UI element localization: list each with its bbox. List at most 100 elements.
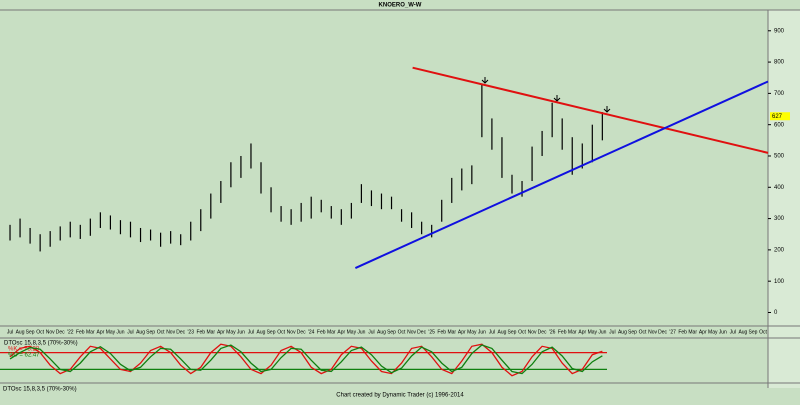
- x-tick-label: Nov: [648, 329, 657, 335]
- x-tick-label: Mar: [688, 329, 697, 335]
- x-tick-label: Jul: [609, 329, 615, 335]
- x-tick-label: Feb: [558, 329, 567, 335]
- x-tick-label: Dec: [176, 329, 185, 335]
- x-tick-label: Mar: [86, 329, 95, 335]
- y-tick-label: 600: [774, 122, 785, 128]
- arrow: [553, 95, 561, 102]
- x-tick-label: Jul: [127, 329, 133, 335]
- x-tick-label: Oct: [36, 329, 44, 335]
- x-tick-label: Jun: [719, 329, 727, 335]
- x-tick-label: Nov: [166, 329, 175, 335]
- x-tick-label: Feb: [196, 329, 205, 335]
- y-tick-label: 700: [774, 91, 785, 97]
- x-tick-label: Dec: [417, 329, 426, 335]
- x-tick-label: Aug: [738, 329, 747, 335]
- x-tick-label: Jul: [368, 329, 374, 335]
- trend-line: [354, 80, 769, 269]
- x-tick-label: Apr: [458, 329, 466, 335]
- x-tick-label: Sep: [146, 329, 155, 335]
- x-tick-label: Apr: [96, 329, 104, 335]
- x-tick-label: Jul: [7, 329, 13, 335]
- trend-line: [412, 66, 769, 154]
- x-tick-label: Feb: [437, 329, 446, 335]
- x-tick-label: '23: [187, 329, 194, 335]
- y-tick-label: 900: [774, 28, 785, 34]
- x-tick-label: Feb: [76, 329, 85, 335]
- x-tick-label: Mar: [568, 329, 577, 335]
- x-tick-label: Sep: [628, 329, 637, 335]
- osc-line: [9, 344, 603, 375]
- x-tick-label: Jun: [116, 329, 124, 335]
- x-tick-label: Apr: [217, 329, 225, 335]
- x-tick-label: Jun: [357, 329, 365, 335]
- x-tick-label: Mar: [327, 329, 336, 335]
- x-tick-label: Sep: [508, 329, 517, 335]
- x-tick-label: Dec: [56, 329, 65, 335]
- osc-line: [9, 343, 603, 377]
- y-tick-label: 500: [774, 154, 785, 160]
- arrow: [603, 106, 611, 113]
- x-tick-label: Feb: [678, 329, 687, 335]
- x-tick-label: Jun: [598, 329, 606, 335]
- x-tick-label: Sep: [748, 329, 757, 335]
- x-tick-label: Oct: [398, 329, 406, 335]
- panel-tab: DTOsc 15,8,3,5 (70%-30%): [3, 387, 77, 393]
- x-tick-label: '22: [67, 329, 74, 335]
- x-tick-label: May: [106, 329, 116, 335]
- x-tick-label: Jun: [478, 329, 486, 335]
- x-tick-label: Oct: [639, 329, 647, 335]
- x-tick-label: Apr: [337, 329, 345, 335]
- x-tick-label: Jul: [730, 329, 736, 335]
- x-tick-label: Jun: [237, 329, 245, 335]
- x-tick-label: Dec: [658, 329, 667, 335]
- x-tick-label: '26: [549, 329, 556, 335]
- x-tick-label: Apr: [699, 329, 707, 335]
- x-tick-label: '24: [308, 329, 315, 335]
- x-tick-label: Sep: [387, 329, 396, 335]
- y-tick-label: 300: [774, 216, 785, 222]
- x-tick-label: '25: [428, 329, 435, 335]
- x-tick-label: May: [588, 329, 598, 335]
- x-tick-label: Jul: [248, 329, 254, 335]
- y-tick-label: 200: [774, 247, 785, 253]
- y-tick-label: 0: [774, 310, 778, 316]
- x-tick-label: Feb: [317, 329, 326, 335]
- arrow: [481, 77, 489, 84]
- x-tick-label: Aug: [136, 329, 145, 335]
- x-tick-label: Nov: [528, 329, 537, 335]
- x-tick-label: Nov: [287, 329, 296, 335]
- axis-strip: [768, 10, 800, 388]
- x-tick-label: Nov: [407, 329, 416, 335]
- y-tick-label: 800: [774, 60, 785, 66]
- chart-title: KNOERO_W-W: [379, 3, 422, 9]
- x-tick-label: Sep: [267, 329, 276, 335]
- x-tick-label: Sep: [26, 329, 35, 335]
- x-tick-label: May: [467, 329, 477, 335]
- x-tick-label: Oct: [518, 329, 526, 335]
- y-tick-label: 100: [774, 279, 785, 285]
- x-tick-label: Oct: [277, 329, 285, 335]
- x-tick-label: May: [226, 329, 236, 335]
- legend-entry: %D = 62.47: [8, 353, 40, 359]
- x-tick-label: May: [708, 329, 718, 335]
- x-tick-label: Aug: [498, 329, 507, 335]
- x-tick-label: Dec: [297, 329, 306, 335]
- x-tick-label: Aug: [16, 329, 25, 335]
- x-tick-label: Mar: [447, 329, 456, 335]
- x-tick-label: '27: [669, 329, 676, 335]
- last-price-box: [770, 112, 790, 121]
- x-tick-label: Mar: [206, 329, 215, 335]
- peak-arrows: [481, 77, 611, 113]
- osc-title: DTOsc 15,8,3,5 (70%-30%): [4, 341, 78, 347]
- x-tick-label: Aug: [257, 329, 266, 335]
- footer: Chart created by Dynamic Trader (c) 1996…: [336, 393, 464, 399]
- last-price-label: 627: [772, 114, 783, 120]
- x-tick-label: Nov: [46, 329, 55, 335]
- x-tick-label: May: [347, 329, 357, 335]
- x-tick-label: Jul: [489, 329, 495, 335]
- x-tick-label: Dec: [538, 329, 547, 335]
- x-tick-label: Oct: [759, 329, 767, 335]
